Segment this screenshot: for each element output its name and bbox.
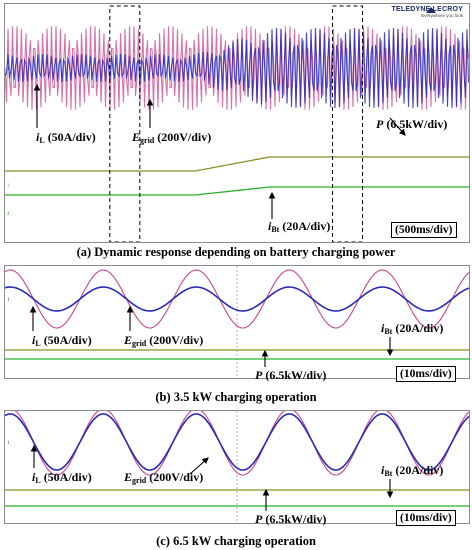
waveform-plot-c: 1 [5,411,469,523]
label-iL-c: iL (50A/div) [32,470,92,486]
waveform-plot-a: 1 3 4 [5,5,469,242]
ch-marker-4: 4 [7,212,10,217]
label-iBt-b: iBt (20A/div) [381,321,444,337]
caption-c: (c) 6.5 kW charging operation [156,534,316,548]
ch-marker-1: 1 [7,67,10,72]
label-Egrid-c: Egrid (200V/div) [124,470,204,486]
label-iBt-a: iBt (20A/div) [268,219,331,235]
label-iBt-c: iBt (20A/div) [381,463,444,479]
scope-panel-a: 1 3 4 TELEDYNE LECROY Everywhere you look [4,3,470,243]
ch-marker-1: 1 [7,441,10,446]
series-grid-voltage [5,269,469,329]
zoom-window-1 [109,5,141,242]
scope-panel-b: 1 [4,265,470,379]
label-P-a: P (6.5kW/div) [376,117,448,131]
time-scale-a: (500ms/div) [391,222,457,238]
label-Egrid-a: Egrid (200V/div) [132,130,212,146]
zoom-window-2 [332,5,364,242]
series-inductor-current [5,27,469,109]
brand-mark-icon [426,7,436,13]
arrow-Egrid-c [189,457,209,475]
series-inductor-current [5,286,469,312]
brand-logo: TELEDYNE LECROY Everywhere you look [392,6,463,18]
label-P-b: P (6.5kW/div) [255,368,327,382]
brand-tagline: Everywhere you look [421,13,463,18]
label-iL-a: iL (50A/div) [36,130,96,146]
time-scale-b: (10ms/div) [396,366,456,382]
label-iL-b: iL (50A/div) [32,333,92,349]
series-inductor-current [5,413,469,471]
ch-marker-1: 1 [7,298,10,303]
arrow-P-a [389,117,406,136]
caption-b: (b) 3.5 kW charging operation [155,390,317,404]
label-Egrid-b: Egrid (200V/div) [124,333,204,349]
caption-a: (a) Dynamic response depending on batter… [76,245,396,259]
series-power [5,156,469,172]
brand-name: TELEDYNE LECROY [391,6,463,13]
label-P-c: P (6.5kW/div) [255,512,327,526]
scope-panel-c: 1 [4,410,470,524]
time-scale-c: (10ms/div) [396,510,456,526]
ch-marker-3: 3 [7,184,10,189]
series-battery-current [5,186,469,196]
